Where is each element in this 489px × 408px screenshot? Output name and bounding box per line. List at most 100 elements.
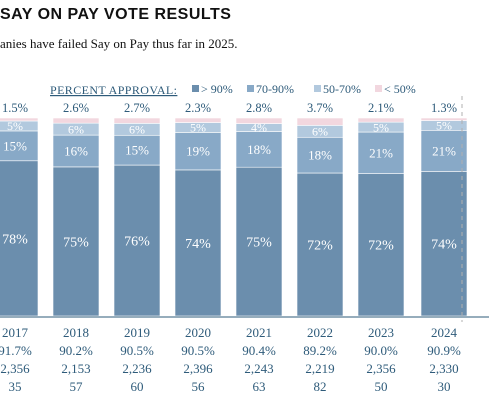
seg-label-2022-1: 18% (308, 148, 332, 163)
seg-label-2020-0: 74% (185, 237, 211, 252)
tick-label-2017: 2017 (2, 325, 29, 340)
top-label-2017: 1.5% (2, 101, 28, 115)
legend-swatch-3 (375, 85, 382, 92)
num-failed-2022: 82 (314, 379, 327, 394)
seg-label-2024-2: 5% (436, 119, 452, 133)
tick-label-2022: 2022 (307, 325, 333, 340)
avg-approval-2022: 89.2% (303, 343, 337, 358)
tick-label-2024: 2024 (431, 325, 458, 340)
avg-approval-2023: 90.0% (364, 343, 398, 358)
seg-label-2023-0: 72% (368, 239, 394, 254)
bar-2019-seg-1 (113, 134, 161, 166)
seg-label-2019-0: 76% (124, 234, 150, 249)
bar-2020-seg-1 (174, 132, 222, 171)
bar-2017-seg-1 (0, 130, 39, 162)
top-label-2024: 1.3% (431, 101, 457, 115)
avg-approval-2021: 90.4% (242, 343, 276, 358)
seg-label-2023-2: 5% (373, 120, 389, 134)
num-failed-2017: 35 (9, 379, 22, 394)
bar-2018-seg-1 (52, 134, 100, 168)
bar-2021-seg-0 (235, 166, 283, 317)
top-label-2023: 2.1% (368, 101, 394, 115)
bar-2017-seg-0 (0, 160, 39, 317)
num-votes-2018: 2,153 (61, 361, 90, 376)
bar-2022-seg-3 (296, 117, 344, 126)
x-axis-labels: 2017 91.7% 2,356 35 2018 90.2% 2,153 57 2019 90.5… (0, 325, 461, 394)
legend-swatch-2 (314, 85, 321, 92)
top-label-2019: 2.7% (124, 101, 150, 115)
bar-2023-seg-0 (357, 173, 405, 317)
seg-label-2017-0: 78% (2, 232, 28, 247)
tick-label-2023: 2023 (368, 325, 394, 340)
num-votes-2023: 2,356 (366, 361, 396, 376)
seg-label-2019-1: 15% (125, 143, 149, 158)
seg-label-2022-2: 6% (312, 125, 328, 139)
num-failed-2018: 57 (70, 379, 84, 394)
bar-2023-seg-1 (357, 131, 405, 174)
num-failed-2024: 30 (438, 379, 451, 394)
legend-swatch-0 (192, 85, 199, 92)
bar-2019-seg-3 (113, 117, 161, 124)
bar-2022-seg-0 (296, 172, 344, 317)
bar-2018-seg-3 (52, 117, 100, 124)
bar-2021-seg-1 (235, 131, 283, 168)
legend: PERCENT APPROVAL: > 90% 70-90% 50-70% < 50% (50, 82, 416, 97)
bar-2021-seg-3 (235, 117, 283, 124)
chart-title: SAY ON PAY VOTE RESULTS (0, 6, 232, 23)
num-failed-2021: 63 (253, 379, 266, 394)
avg-approval-2019: 90.5% (120, 343, 154, 358)
seg-label-2018-1: 16% (64, 144, 88, 159)
bar-2023-seg-3 (357, 117, 405, 123)
top-label-2020: 2.3% (185, 101, 211, 115)
legend-label-3: < 50% (384, 82, 416, 96)
num-votes-2022: 2,219 (305, 361, 334, 376)
top-label-2021: 2.8% (246, 101, 272, 115)
seg-label-2024-1: 21% (432, 143, 456, 158)
legend-heading: PERCENT APPROVAL: (50, 83, 177, 97)
tick-label-2018: 2018 (63, 325, 89, 340)
top-label-2022: 3.7% (307, 101, 333, 115)
legend-label-0: > 90% (201, 82, 233, 96)
avg-approval-2017: 91.7% (0, 343, 32, 358)
num-votes-2020: 2,396 (183, 361, 213, 376)
num-failed-2023: 50 (375, 379, 388, 394)
bar-2017-seg-3 (0, 117, 39, 122)
seg-label-2024-0: 74% (431, 238, 457, 253)
num-failed-2020: 56 (192, 379, 206, 394)
bar-2024-seg-3 (420, 117, 468, 121)
seg-label-2020-2: 5% (190, 121, 206, 135)
bars-group: 78% 15% 5% 1.5% 75% 16% 6% 2.6% 76% 15% 6% 2.7% 74% 1… (0, 101, 468, 317)
seg-label-2022-0: 72% (307, 238, 333, 253)
avg-approval-2018: 90.2% (59, 343, 93, 358)
top-label-2018: 2.6% (63, 101, 89, 115)
seg-label-2020-1: 19% (186, 144, 210, 159)
legend-label-2: 50-70% (323, 82, 361, 96)
seg-label-2018-2: 6% (68, 122, 84, 136)
num-votes-2017: 2,356 (0, 361, 30, 376)
seg-label-2021-2: 4% (251, 121, 267, 135)
num-failed-2019: 60 (131, 379, 144, 394)
legend-swatch-1 (247, 85, 254, 92)
seg-label-2019-2: 6% (129, 123, 145, 137)
bar-2019-seg-0 (113, 164, 161, 317)
bar-2020-seg-3 (174, 117, 222, 123)
num-votes-2021: 2,243 (244, 361, 273, 376)
seg-label-2017-2: 5% (7, 119, 23, 133)
tick-label-2021: 2021 (246, 325, 272, 340)
avg-approval-2024: 90.9% (427, 343, 461, 358)
tick-label-2020: 2020 (185, 325, 211, 340)
bar-2020-seg-0 (174, 169, 222, 317)
seg-label-2021-1: 18% (247, 142, 271, 157)
seg-label-2017-1: 15% (3, 138, 27, 153)
avg-approval-2020: 90.5% (181, 343, 215, 358)
seg-label-2021-0: 75% (246, 236, 272, 251)
seg-label-2023-1: 21% (369, 145, 393, 160)
chart-subtitle: anies have failed Say on Pay thus far in… (0, 36, 238, 51)
tick-label-2019: 2019 (124, 325, 150, 340)
seg-label-2018-0: 75% (63, 235, 89, 250)
num-votes-2024: 2,330 (429, 361, 458, 376)
bar-2018-seg-0 (52, 166, 100, 317)
bar-2024-seg-0 (420, 171, 468, 317)
bar-2024-seg-1 (420, 130, 468, 172)
